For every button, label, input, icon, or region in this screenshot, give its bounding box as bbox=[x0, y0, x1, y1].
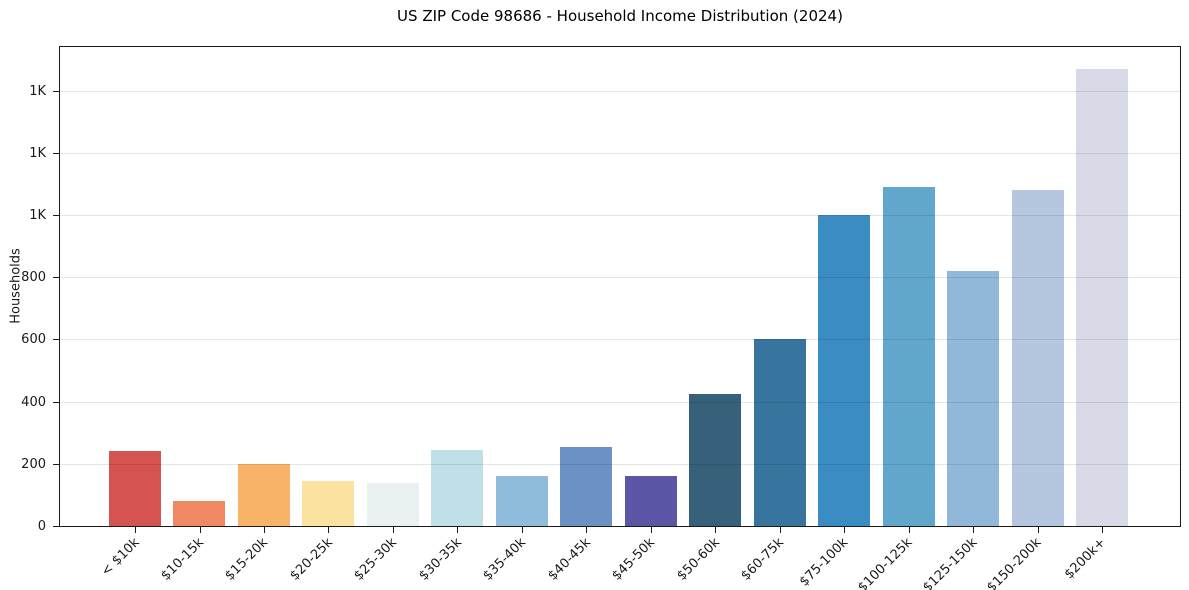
y-tick-mark bbox=[53, 277, 59, 279]
y-tick-mark bbox=[53, 152, 59, 154]
y-tick-label: 200 bbox=[21, 456, 46, 472]
x-tick-label-15-20k: $15-20k bbox=[222, 535, 272, 584]
x-tick-mark bbox=[586, 527, 588, 533]
y-tick-label: 1K bbox=[29, 145, 46, 161]
bar-25-30k bbox=[366, 483, 419, 526]
y-tick-label: 800 bbox=[21, 270, 46, 286]
x-tick-mark bbox=[328, 527, 330, 533]
x-tick-label-100-125k: $100-125k bbox=[855, 535, 916, 590]
x-tick-mark bbox=[650, 527, 652, 533]
bar-50-60k bbox=[689, 393, 742, 526]
y-tick-label: 0 bbox=[37, 519, 46, 534]
x-tick-mark bbox=[779, 527, 781, 533]
x-tick-mark bbox=[715, 527, 717, 533]
x-tick-label-150-200k: $150-200k bbox=[984, 535, 1045, 590]
y-axis-label: Households bbox=[8, 248, 24, 324]
x-tick-label-20-25k: $20-25k bbox=[287, 535, 336, 584]
gridline-800 bbox=[60, 277, 1180, 279]
y-tick-mark bbox=[53, 215, 59, 216]
x-tick-label-10k: < $10k bbox=[98, 535, 143, 580]
x-tick-label-125-150k: $125-150k bbox=[920, 535, 981, 590]
x-tick-label-200k+: $200k+ bbox=[1062, 535, 1110, 583]
y-tick-label: 600 bbox=[21, 332, 46, 348]
x-tick-mark bbox=[1102, 527, 1103, 533]
bar-10-15k bbox=[173, 501, 226, 526]
bar-10k bbox=[109, 451, 161, 526]
x-tick-label-25-30k: $25-30k bbox=[351, 535, 401, 584]
x-tick-label-60-75k: $60-75k bbox=[738, 535, 788, 584]
x-tick-mark bbox=[263, 527, 265, 533]
y-tick-mark bbox=[53, 401, 59, 403]
y-tick-mark bbox=[53, 339, 59, 341]
bar-100-125k bbox=[882, 187, 935, 526]
bar-15-20k bbox=[237, 463, 290, 526]
y-tick-label: 1K bbox=[29, 208, 46, 223]
bar-200k+ bbox=[1076, 68, 1129, 526]
x-tick-label-30-35k: $30-35k bbox=[416, 535, 465, 584]
bar-75-100k bbox=[818, 215, 871, 526]
gridline-600 bbox=[60, 339, 1180, 341]
y-tick-label: 400 bbox=[21, 394, 46, 410]
y-tick-label: 1K bbox=[29, 83, 46, 99]
x-tick-label-45-50k: $45-50k bbox=[609, 535, 659, 584]
x-tick-mark bbox=[908, 527, 910, 533]
bar-30-35k bbox=[431, 450, 484, 526]
x-tick-label-10-15k: $10-15k bbox=[158, 535, 207, 584]
x-tick-mark bbox=[457, 527, 459, 533]
bar-125-150k bbox=[947, 270, 1000, 526]
bar-20-25k bbox=[302, 480, 355, 526]
bar-35-40k bbox=[495, 476, 548, 526]
x-tick-label-35-40k: $35-40k bbox=[480, 535, 530, 584]
x-tick-mark bbox=[844, 527, 846, 533]
gridline-1200 bbox=[60, 152, 1180, 154]
bar-40-45k bbox=[560, 446, 613, 526]
bar-150-200k bbox=[1011, 190, 1064, 526]
x-tick-mark bbox=[135, 527, 136, 533]
x-tick-mark bbox=[199, 527, 201, 533]
x-tick-mark bbox=[1037, 527, 1039, 533]
gridline-400 bbox=[60, 401, 1180, 403]
bar-45-50k bbox=[624, 476, 677, 526]
gridline-1400 bbox=[60, 90, 1180, 92]
y-tick-mark bbox=[53, 526, 59, 527]
plot-area bbox=[59, 46, 1181, 527]
gridline-1000 bbox=[60, 215, 1180, 216]
x-tick-label-50-60k: $50-60k bbox=[674, 535, 723, 584]
x-tick-mark bbox=[521, 527, 523, 533]
gridline-200 bbox=[60, 463, 1180, 465]
x-tick-label-40-45k: $40-45k bbox=[545, 535, 594, 584]
x-tick-label-75-100k: $75-100k bbox=[797, 535, 852, 590]
y-tick-mark bbox=[53, 463, 59, 465]
x-tick-mark bbox=[392, 527, 394, 533]
bar-60-75k bbox=[753, 339, 806, 526]
y-tick-mark bbox=[53, 90, 59, 92]
chart-title: US ZIP Code 98686 - Household Income Dis… bbox=[397, 7, 843, 25]
x-tick-mark bbox=[973, 527, 975, 533]
